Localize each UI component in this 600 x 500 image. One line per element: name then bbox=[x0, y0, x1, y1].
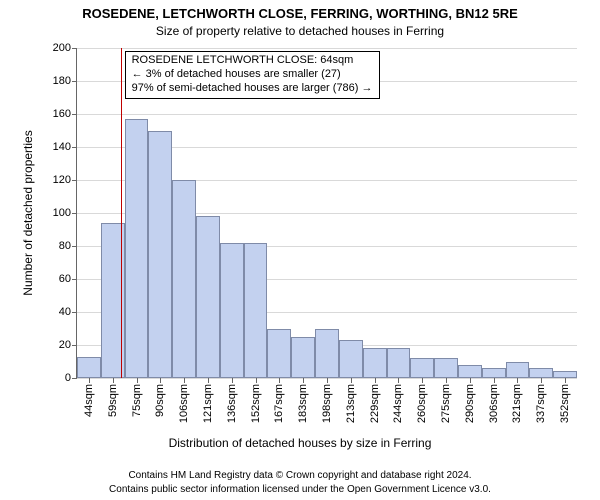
grid-line bbox=[77, 48, 577, 49]
x-tick-label: 321sqm bbox=[511, 378, 523, 423]
x-tick-label: 167sqm bbox=[273, 378, 285, 423]
x-tick-label: 290sqm bbox=[464, 378, 476, 423]
y-tick-label: 140 bbox=[53, 141, 77, 153]
y-tick-label: 40 bbox=[59, 306, 77, 318]
x-tick-label: 260sqm bbox=[416, 378, 428, 423]
y-tick-label: 180 bbox=[53, 75, 77, 87]
bar bbox=[529, 368, 553, 378]
x-tick-label: 136sqm bbox=[226, 378, 238, 423]
chart-title: ROSEDENE, LETCHWORTH CLOSE, FERRING, WOR… bbox=[0, 6, 600, 21]
x-tick-label: 244sqm bbox=[392, 378, 404, 423]
x-tick-label: 44sqm bbox=[83, 378, 95, 417]
bar bbox=[125, 119, 149, 378]
bar bbox=[363, 348, 387, 378]
x-tick-label: 183sqm bbox=[297, 378, 309, 423]
bar bbox=[172, 180, 196, 378]
y-tick-label: 60 bbox=[59, 273, 77, 285]
chart-subtitle: Size of property relative to detached ho… bbox=[0, 24, 600, 38]
bar bbox=[244, 243, 268, 378]
x-tick-label: 121sqm bbox=[202, 378, 214, 423]
annotation-line-1: ROSEDENE LETCHWORTH CLOSE: 64sqm bbox=[132, 54, 373, 68]
y-tick-label: 20 bbox=[59, 339, 77, 351]
y-tick-label: 200 bbox=[53, 42, 77, 54]
x-tick-label: 75sqm bbox=[131, 378, 143, 417]
x-axis-label: Distribution of detached houses by size … bbox=[0, 436, 600, 450]
bar bbox=[148, 131, 172, 379]
y-tick-label: 80 bbox=[59, 240, 77, 252]
x-tick-label: 352sqm bbox=[559, 378, 571, 423]
bar bbox=[410, 358, 434, 378]
x-tick-label: 90sqm bbox=[154, 378, 166, 417]
marker-line bbox=[121, 48, 122, 378]
y-tick-label: 160 bbox=[53, 108, 77, 120]
bar bbox=[553, 371, 577, 378]
y-axis-label: Number of detached properties bbox=[21, 48, 35, 378]
x-tick-label: 306sqm bbox=[488, 378, 500, 423]
bar bbox=[506, 362, 530, 379]
x-tick-label: 198sqm bbox=[321, 378, 333, 423]
annotation-line-3: 97% of semi-detached houses are larger (… bbox=[132, 82, 373, 96]
bar bbox=[220, 243, 244, 378]
grid-line bbox=[77, 114, 577, 115]
x-tick-label: 152sqm bbox=[250, 378, 262, 423]
footer-line-2: Contains public sector information licen… bbox=[0, 484, 600, 495]
bar bbox=[387, 348, 411, 378]
bar bbox=[434, 358, 458, 378]
bar bbox=[196, 216, 220, 378]
bar bbox=[482, 368, 506, 378]
y-tick-label: 100 bbox=[53, 207, 77, 219]
plot-area: 02040608010012014016018020044sqm59sqm75s… bbox=[76, 48, 577, 379]
bar bbox=[458, 365, 482, 378]
annotation-line-2: ← 3% of detached houses are smaller (27) bbox=[132, 68, 373, 82]
bar bbox=[315, 329, 339, 379]
x-tick-label: 106sqm bbox=[178, 378, 190, 423]
x-tick-label: 213sqm bbox=[345, 378, 357, 423]
bar bbox=[291, 337, 315, 378]
x-tick-label: 59sqm bbox=[107, 378, 119, 417]
x-tick-label: 337sqm bbox=[535, 378, 547, 423]
x-tick-label: 229sqm bbox=[369, 378, 381, 423]
footer-line-1: Contains HM Land Registry data © Crown c… bbox=[0, 470, 600, 481]
x-tick-label: 275sqm bbox=[440, 378, 452, 423]
y-tick-label: 120 bbox=[53, 174, 77, 186]
bar bbox=[267, 329, 291, 379]
chart-container: ROSEDENE, LETCHWORTH CLOSE, FERRING, WOR… bbox=[0, 0, 600, 500]
y-tick-label: 0 bbox=[65, 372, 77, 384]
annotation-box: ROSEDENE LETCHWORTH CLOSE: 64sqm ← 3% of… bbox=[125, 51, 380, 98]
bar bbox=[339, 340, 363, 378]
bar bbox=[77, 357, 101, 378]
